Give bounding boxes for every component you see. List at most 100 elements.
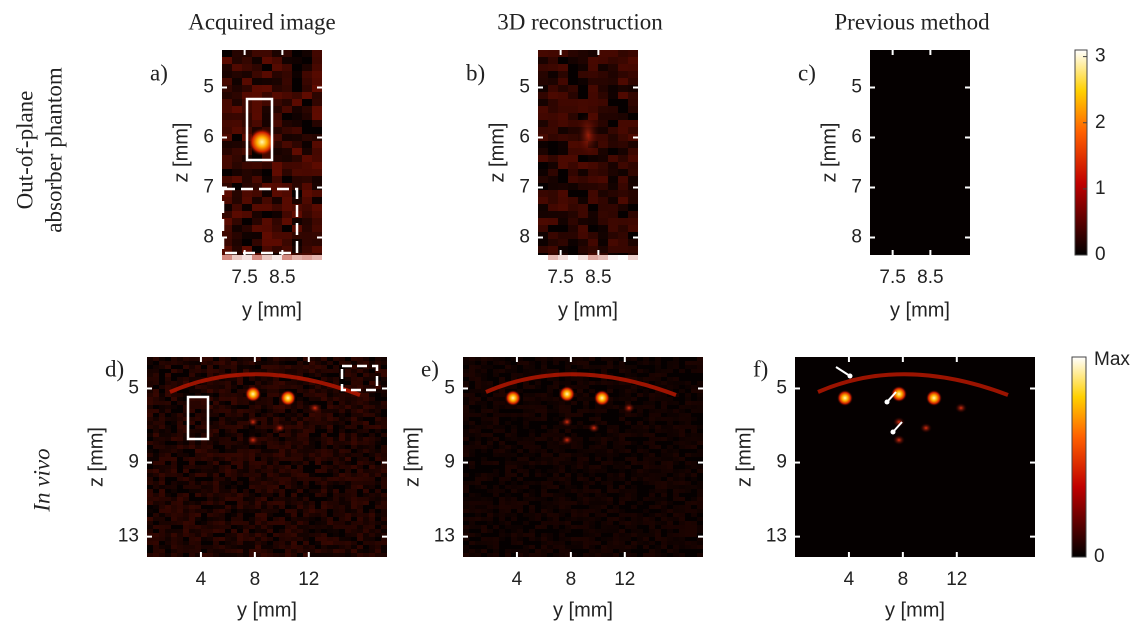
image-pixel [589,549,595,553]
image-pixel [255,513,261,517]
image-pixel [321,357,327,361]
image-pixel [685,413,691,417]
image-pixel [375,553,381,557]
image-pixel [351,433,357,437]
image-pixel [601,497,607,501]
image-pixel [601,357,607,361]
image-pixel [363,549,369,553]
image-pixel [598,113,608,120]
image-pixel [333,421,339,425]
image-pixel [618,78,628,85]
image-pixel [667,385,673,389]
image-pixel [679,505,685,509]
image-pixel [487,433,493,437]
image-pixel [333,445,339,449]
image-pixel [222,127,232,134]
image-pixel [243,549,249,553]
image-pixel [243,489,249,493]
image-pixel [673,493,679,497]
image-pixel [631,429,637,433]
image-pixel [673,509,679,513]
image-pixel [369,537,375,541]
image-pixel [147,373,153,377]
image-pixel [207,537,213,541]
image-pixel [558,148,568,155]
image-pixel [213,481,219,485]
image-pixel [267,413,273,417]
image-pixel [219,529,225,533]
image-pixel [649,421,655,425]
image-pixel [321,469,327,473]
image-pixel [661,525,667,529]
image-pixel [469,541,475,545]
image-pixel [273,501,279,505]
image-pixel [267,437,273,441]
image-pixel [535,473,541,477]
image-pixel [333,437,339,441]
image-pixel [547,401,553,405]
image-pixel [363,393,369,397]
image-pixel [201,533,207,537]
image-pixel [547,357,553,361]
image-pixel [159,365,165,369]
image-pixel [559,521,565,525]
image-pixel [255,525,261,529]
image-pixel [291,501,297,505]
figure: Acquired image 3D reconstruction Previou… [0,0,1132,628]
image-pixel [165,449,171,453]
image-pixel [613,529,619,533]
image-pixel [213,385,219,389]
image-pixel [267,521,273,525]
image-pixel [327,389,333,393]
image-pixel [292,155,302,162]
image-pixel [577,513,583,517]
image-pixel [667,469,673,473]
image-pixel [493,361,499,365]
image-pixel [571,513,577,517]
image-pixel [315,461,321,465]
image-pixel [303,533,309,537]
image-pixel [523,521,529,525]
image-pixel [589,357,595,361]
image-pixel [577,413,583,417]
image-pixel [463,497,469,501]
image-pixel [189,465,195,469]
image-pixel [619,469,625,473]
image-pixel [327,429,333,433]
image-pixel [608,106,618,113]
image-pixel [159,425,165,429]
image-pixel [529,465,535,469]
image-pixel [553,521,559,525]
image-pixel [345,409,351,413]
image-pixel [583,357,589,361]
image-pixel [475,365,481,369]
image-pixel [165,541,171,545]
image-pixel [291,505,297,509]
image-pixel [231,429,237,433]
image-pixel [649,377,655,381]
image-pixel [183,481,189,485]
image-pixel [588,162,598,169]
image-pixel [225,477,231,481]
image-pixel [463,361,469,365]
image-pixel [529,517,535,521]
image-pixel [292,113,302,120]
image-pixel [588,71,598,78]
image-pixel [357,505,363,509]
image-pixel [619,541,625,545]
image-pixel [189,357,195,361]
image-pixel [667,521,673,525]
image-pixel [548,155,558,162]
image-pixel [255,485,261,489]
bright-spot [559,386,575,402]
image-pixel [147,413,153,417]
image-pixel [339,521,345,525]
image-pixel [297,457,303,461]
image-pixel [345,541,351,545]
image-pixel [679,521,685,525]
image-pixel [177,481,183,485]
image-pixel [637,405,643,409]
image-pixel [153,429,159,433]
image-pixel [345,449,351,453]
image-pixel [351,421,357,425]
